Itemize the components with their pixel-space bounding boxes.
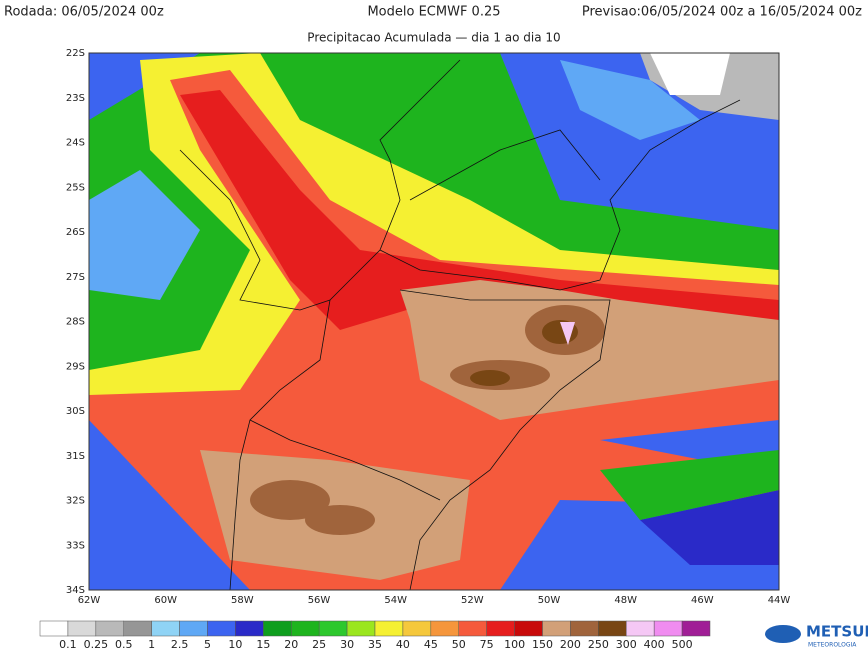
colorbar-label: 50 <box>452 638 466 651</box>
colorbar-swatch <box>235 620 264 637</box>
colorbar-swatch <box>514 620 543 637</box>
lat-label: 33S <box>66 540 85 551</box>
colorbar-swatch <box>402 620 432 637</box>
lon-label: 50W <box>538 595 561 606</box>
colorbar-swatch <box>681 620 711 637</box>
colorbar-label: 25 <box>312 638 326 651</box>
colorbar-swatch <box>123 620 152 637</box>
colorbar-swatch <box>67 620 97 637</box>
lat-label: 31S <box>66 451 85 462</box>
lat-label: 29S <box>66 361 85 372</box>
lon-label: 60W <box>154 595 177 606</box>
colorbar-swatch <box>458 620 487 637</box>
colorbar-swatch <box>570 620 599 637</box>
colorbar-label: 2.5 <box>171 638 189 651</box>
colorbar-label: 150 <box>532 638 553 651</box>
lat-label: 34S <box>66 585 85 596</box>
logo-name: METSUL <box>806 623 868 641</box>
lon-labels: 62W 60W 58W 56W 54W 52W 50W 48W 46W 44W <box>78 595 791 606</box>
lat-label: 30S <box>66 406 85 417</box>
colorbar-label: 45 <box>424 638 438 651</box>
colorbar-swatch <box>486 620 515 637</box>
colorbar-label: 0.25 <box>84 638 109 651</box>
colorbar-swatch <box>179 620 208 637</box>
colorbar-swatch <box>207 620 236 637</box>
model-label: Modelo ECMWF 0.25 <box>367 5 500 20</box>
precip-map <box>89 53 779 590</box>
colorbar-label: 75 <box>480 638 494 651</box>
colorbar-label: 30 <box>340 638 354 651</box>
colorbar-label: 5 <box>204 638 211 651</box>
colorbar-swatch <box>263 620 292 637</box>
forecast-label: Previsao:06/05/2024 00z a 16/05/2024 00z <box>582 5 862 20</box>
colorbar-swatch <box>374 620 404 637</box>
lon-label: 46W <box>691 595 714 606</box>
colorbar-swatch <box>291 620 320 637</box>
colorbar-label: 35 <box>368 638 382 651</box>
run-label: Rodada: 06/05/2024 00z <box>4 5 164 20</box>
lat-label: 24S <box>66 138 85 149</box>
colorbar-swatch <box>626 620 655 637</box>
lon-label: 52W <box>461 595 484 606</box>
colorbar-label: 0.5 <box>115 638 133 651</box>
colorbar-swatch <box>151 620 180 637</box>
colorbar-swatch <box>346 620 376 637</box>
logo-tagline: METEOROLOGIA <box>808 642 857 649</box>
colorbar-label: 250 <box>588 638 609 651</box>
lat-label: 26S <box>66 227 85 238</box>
colorbar-swatch <box>653 620 683 637</box>
colorbar-label: 1 <box>148 638 155 651</box>
subtitle: Precipitacao Acumulada — dia 1 ao dia 10 <box>307 31 560 45</box>
colorbar-swatch <box>542 620 571 637</box>
lon-label: 56W <box>308 595 331 606</box>
map-frame <box>88 52 780 591</box>
colorbar-label: 200 <box>560 638 581 651</box>
colorbar-swatch <box>598 620 627 637</box>
lon-label: 48W <box>614 595 637 606</box>
lat-label: 32S <box>66 496 85 507</box>
colorbar-label: 100 <box>504 638 525 651</box>
colorbar-swatch <box>318 620 348 637</box>
lon-label: 54W <box>384 595 407 606</box>
colorbar-swatch <box>39 620 69 637</box>
lat-label: 22S <box>66 48 85 59</box>
lat-label: 28S <box>66 317 85 328</box>
colorbar-label: 40 <box>396 638 410 651</box>
colorbar-swatch <box>430 620 460 637</box>
lat-label: 23S <box>66 93 85 104</box>
colorbar: 0.1 0.25 0.5 1 2.5 5 10 15 20 25 30 35 40 45 50 75 100 15… <box>39 620 711 651</box>
colorbar-label: 300 <box>616 638 637 651</box>
lon-label: 58W <box>231 595 254 606</box>
colorbar-swatch <box>95 620 125 637</box>
colorbar-label: 10 <box>228 638 242 651</box>
lon-label: 62W <box>78 595 101 606</box>
colorbar-label: 400 <box>644 638 665 651</box>
logo: METSUL METEOROLOGIA <box>765 623 868 649</box>
lat-labels: 22S 23S 24S 25S 26S 27S 28S 29S 30S 31S 32S 33S 34S <box>66 48 85 596</box>
lon-label: 44W <box>768 595 791 606</box>
colorbar-label: 500 <box>672 638 693 651</box>
colorbar-label: 15 <box>256 638 270 651</box>
lat-label: 27S <box>66 272 85 283</box>
lat-label: 25S <box>66 182 85 193</box>
colorbar-label: 0.1 <box>59 638 77 651</box>
colorbar-label: 20 <box>284 638 298 651</box>
